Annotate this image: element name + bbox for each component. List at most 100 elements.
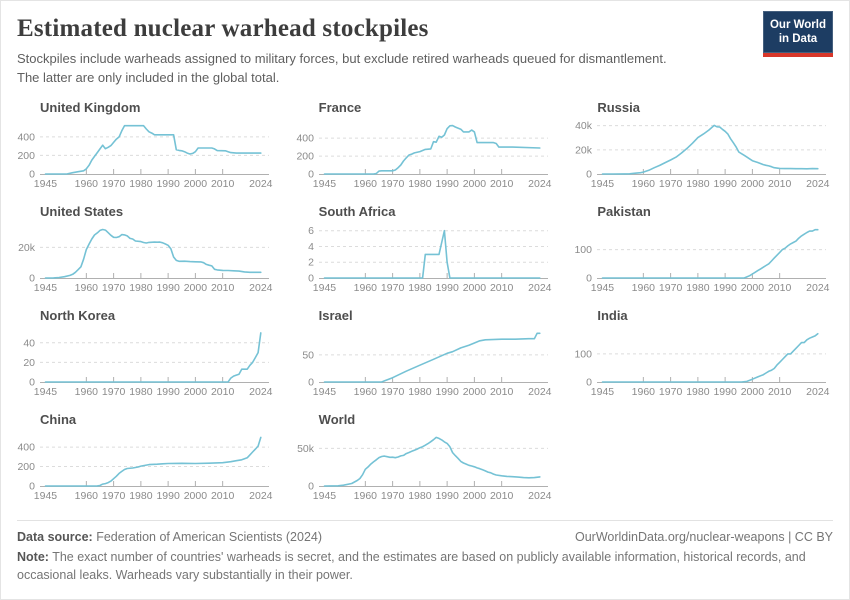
svg-text:1960: 1960 bbox=[353, 490, 377, 502]
svg-text:20: 20 bbox=[23, 357, 35, 369]
svg-text:2010: 2010 bbox=[211, 282, 235, 294]
svg-text:4: 4 bbox=[308, 241, 314, 253]
svg-text:200: 200 bbox=[17, 461, 35, 473]
footnote-label: Note: bbox=[17, 549, 49, 564]
svg-text:0: 0 bbox=[29, 272, 35, 284]
chart-india: India 0 100 1945 1960 1970 1980 1990 2000 2010 20… bbox=[574, 308, 833, 404]
svg-text:50k: 50k bbox=[297, 443, 315, 455]
svg-text:0: 0 bbox=[586, 168, 592, 180]
svg-text:1970: 1970 bbox=[381, 386, 405, 398]
svg-text:1970: 1970 bbox=[102, 282, 126, 294]
chart-footer: Data source: Federation of American Scie… bbox=[17, 519, 833, 584]
data-source: Data source: Federation of American Scie… bbox=[17, 530, 322, 544]
svg-text:0: 0 bbox=[308, 480, 314, 492]
chart-china: China 0 200 400 1945 1960 1970 1980 1990 2000 201… bbox=[17, 412, 276, 508]
svg-text:1945: 1945 bbox=[312, 282, 336, 294]
svg-text:1960: 1960 bbox=[632, 282, 656, 294]
svg-text:1960: 1960 bbox=[75, 386, 99, 398]
svg-text:1945: 1945 bbox=[34, 178, 58, 190]
owid-logo-line2: in Data bbox=[778, 33, 818, 46]
svg-text:1945: 1945 bbox=[591, 386, 615, 398]
svg-text:1970: 1970 bbox=[659, 386, 683, 398]
svg-text:2000: 2000 bbox=[741, 178, 765, 190]
chart-france: France 0 200 400 1945 1960 1970 1980 1990 2000 20… bbox=[296, 100, 555, 196]
svg-text:1945: 1945 bbox=[591, 178, 615, 190]
svg-text:1960: 1960 bbox=[75, 178, 99, 190]
page-subtitle: Stockpiles include warheads assigned to … bbox=[17, 51, 667, 85]
svg-text:40k: 40k bbox=[575, 120, 593, 132]
svg-text:2: 2 bbox=[308, 256, 314, 268]
svg-text:1960: 1960 bbox=[632, 386, 656, 398]
svg-text:0: 0 bbox=[29, 480, 35, 492]
chart-title: China bbox=[40, 411, 77, 427]
chart-north-korea: North Korea 0 20 40 1945 1960 1970 1980 1990 200… bbox=[17, 308, 276, 404]
svg-text:1980: 1980 bbox=[408, 282, 432, 294]
svg-text:2010: 2010 bbox=[490, 490, 514, 502]
svg-text:400: 400 bbox=[17, 441, 35, 453]
svg-text:1945: 1945 bbox=[34, 490, 58, 502]
svg-text:1945: 1945 bbox=[312, 178, 336, 190]
svg-text:1990: 1990 bbox=[714, 386, 738, 398]
line-chart-canvas: 0 100 1945 1960 1970 1980 1990 2000 2010 2024 bbox=[575, 228, 830, 294]
svg-text:2000: 2000 bbox=[184, 282, 208, 294]
svg-text:2010: 2010 bbox=[490, 282, 514, 294]
data-source-value: Federation of American Scientists (2024) bbox=[92, 529, 323, 544]
svg-text:1960: 1960 bbox=[353, 178, 377, 190]
svg-text:1980: 1980 bbox=[129, 386, 153, 398]
svg-text:2010: 2010 bbox=[768, 282, 792, 294]
svg-text:0: 0 bbox=[29, 376, 35, 388]
svg-text:20k: 20k bbox=[575, 144, 593, 156]
owid-logo-box: Our World in Data bbox=[763, 11, 833, 57]
svg-text:1960: 1960 bbox=[632, 178, 656, 190]
svg-text:2000: 2000 bbox=[462, 282, 486, 294]
svg-text:2024: 2024 bbox=[249, 178, 273, 190]
chart-title: North Korea bbox=[40, 307, 116, 323]
footnote-value: The exact number of countries' warheads … bbox=[17, 549, 806, 582]
svg-text:2024: 2024 bbox=[806, 386, 830, 398]
svg-text:2010: 2010 bbox=[768, 386, 792, 398]
chart-title: Russia bbox=[597, 99, 640, 115]
svg-text:100: 100 bbox=[575, 244, 593, 256]
svg-text:2010: 2010 bbox=[490, 386, 514, 398]
svg-text:200: 200 bbox=[17, 150, 35, 162]
svg-text:2024: 2024 bbox=[528, 178, 552, 190]
chart-south-africa: South Africa 0 2 4 6 1945 1960 1970 1980 1990 200… bbox=[296, 204, 555, 300]
line-chart-canvas: 0 20 40 1945 1960 1970 1980 1990 2000 2010 2024 bbox=[23, 331, 273, 398]
chart-title: United States bbox=[40, 203, 124, 219]
svg-text:1945: 1945 bbox=[34, 282, 58, 294]
svg-text:1970: 1970 bbox=[381, 490, 405, 502]
chart-title: World bbox=[318, 411, 356, 427]
chart-title: Pakistan bbox=[597, 203, 651, 219]
svg-text:2024: 2024 bbox=[528, 386, 552, 398]
svg-text:1990: 1990 bbox=[156, 282, 180, 294]
svg-text:2000: 2000 bbox=[184, 178, 208, 190]
svg-text:0: 0 bbox=[308, 168, 314, 180]
line-chart-canvas: 0 20k 1945 1960 1970 1980 1990 2000 2010 2024 bbox=[18, 228, 273, 294]
svg-text:1970: 1970 bbox=[102, 178, 126, 190]
svg-text:0: 0 bbox=[308, 272, 314, 284]
owid-logo[interactable]: Our World in Data bbox=[763, 11, 833, 57]
svg-text:6: 6 bbox=[308, 225, 314, 237]
chart-russia: Russia 0 20k 40k 1945 1960 1970 1980 1990 2000 20… bbox=[574, 100, 833, 196]
svg-text:400: 400 bbox=[17, 131, 35, 143]
svg-text:1990: 1990 bbox=[156, 178, 180, 190]
svg-text:1980: 1980 bbox=[408, 178, 432, 190]
svg-text:1970: 1970 bbox=[102, 386, 126, 398]
svg-text:2010: 2010 bbox=[211, 386, 235, 398]
footer-row: Data source: Federation of American Scie… bbox=[17, 530, 833, 544]
svg-text:2010: 2010 bbox=[490, 178, 514, 190]
svg-text:100: 100 bbox=[575, 348, 593, 360]
svg-text:2010: 2010 bbox=[211, 490, 235, 502]
svg-text:1990: 1990 bbox=[714, 178, 738, 190]
svg-text:2000: 2000 bbox=[462, 386, 486, 398]
svg-text:1990: 1990 bbox=[435, 490, 459, 502]
citation-link[interactable]: OurWorldinData.org/nuclear-weapons | CC … bbox=[575, 529, 833, 544]
svg-text:1990: 1990 bbox=[714, 282, 738, 294]
svg-text:1980: 1980 bbox=[129, 282, 153, 294]
svg-text:1990: 1990 bbox=[435, 282, 459, 294]
svg-text:2000: 2000 bbox=[184, 386, 208, 398]
svg-text:1960: 1960 bbox=[75, 490, 99, 502]
